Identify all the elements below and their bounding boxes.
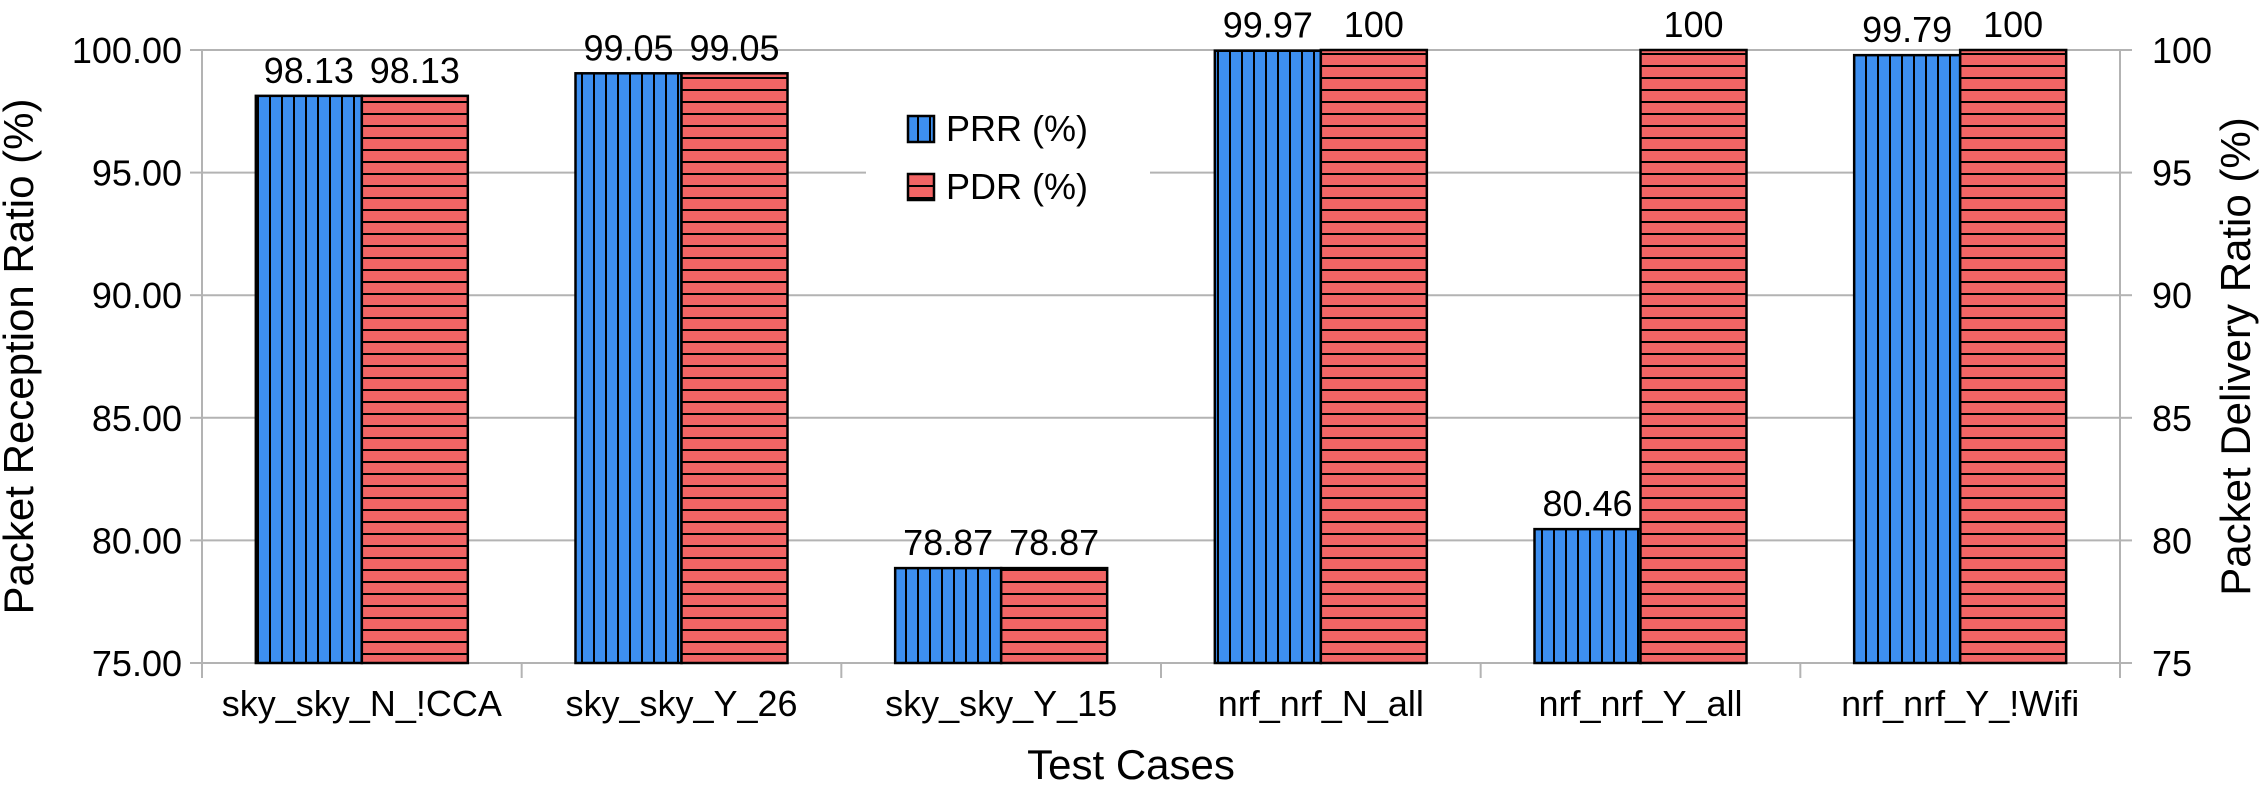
legend: PRR (%) PDR (%) — [866, 100, 1150, 218]
bar-pdr — [360, 94, 470, 665]
y2-tick-label: 90 — [2152, 275, 2192, 316]
axis-titles: Test Cases Packet Reception Ratio (%) Pack… — [0, 99, 2259, 785]
legend-label-prr: PRR (%) — [946, 108, 1088, 149]
legend-swatch-pdr — [906, 172, 936, 202]
x-tick-label: sky_sky_N_!CCA — [222, 683, 502, 724]
data-label-pdr: 100 — [1983, 4, 2043, 45]
y2-tick-label: 75 — [2152, 643, 2192, 684]
x-tick-label: nrf_nrf_Y_!Wifi — [1841, 683, 2079, 724]
x-tick-label: nrf_nrf_N_all — [1218, 683, 1424, 724]
legend-swatch-prr — [906, 114, 936, 144]
bar-pdr — [1958, 48, 2068, 665]
y2-tick-label: 85 — [2152, 398, 2192, 439]
x-axis-title: Test Cases — [1027, 741, 1235, 785]
y2-tick-label: 95 — [2152, 153, 2192, 194]
data-label-prr: 80.46 — [1542, 483, 1632, 524]
y-tick-label: 90.00 — [92, 275, 182, 316]
data-label-pdr: 98.13 — [370, 50, 460, 91]
y-tick-label: 100.00 — [72, 30, 182, 71]
bar-pdr — [1319, 48, 1429, 665]
bar-prr — [254, 94, 364, 665]
bar-pdr — [1639, 48, 1748, 665]
y2-axis-title: Packet Delivery Ratio (%) — [2212, 117, 2259, 595]
data-label-prr: 98.13 — [264, 50, 354, 91]
bar-prr — [574, 72, 683, 665]
x-tick-label: nrf_nrf_Y_all — [1538, 683, 1742, 724]
bar-pdr — [999, 566, 1109, 665]
x-tick-label: sky_sky_Y_26 — [565, 683, 797, 724]
bar-prr — [1852, 53, 1962, 665]
y-tick-label: 75.00 — [92, 643, 182, 684]
data-label-prr: 99.97 — [1223, 5, 1313, 46]
legend-label-pdr: PDR (%) — [946, 166, 1088, 207]
data-label-pdr: 78.87 — [1009, 522, 1099, 563]
y2-tick-label: 100 — [2152, 30, 2212, 71]
bar-prr — [1533, 527, 1642, 665]
y-tick-label: 85.00 — [92, 398, 182, 439]
y-axis-title: Packet Reception Ratio (%) — [0, 99, 42, 615]
data-label-pdr: 100 — [1344, 4, 1404, 45]
y2-tick-label: 80 — [2152, 520, 2192, 561]
data-label-pdr: 100 — [1663, 4, 1723, 45]
x-tick-label: sky_sky_Y_15 — [885, 683, 1117, 724]
bar-prr — [1213, 49, 1323, 665]
data-label-prr: 99.79 — [1862, 9, 1952, 50]
grid-lines — [202, 49, 2120, 664]
data-labels: 98.13 98.13 99.05 99.05 78.87 78.87 99.97 100 80… — [264, 4, 2043, 563]
data-label-pdr: 99.05 — [689, 27, 779, 68]
y-tick-label: 80.00 — [92, 520, 182, 561]
axes: 75.00 80.00 85.00 90.00 95.00 100.00 75 80 85 90 9… — [72, 30, 2212, 724]
data-label-prr: 99.05 — [583, 27, 673, 68]
bar-pdr — [680, 72, 789, 665]
bars — [254, 48, 2068, 665]
y-tick-label: 95.00 — [92, 153, 182, 194]
data-label-prr: 78.87 — [903, 522, 993, 563]
bar-prr — [893, 566, 1003, 665]
